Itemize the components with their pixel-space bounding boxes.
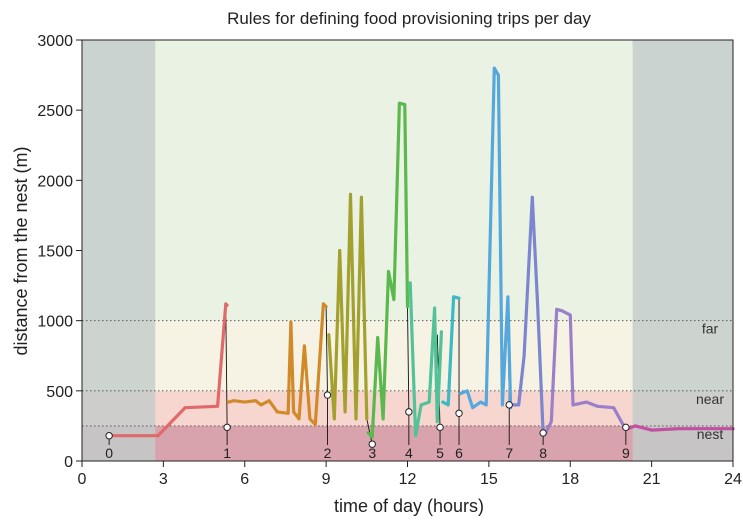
trip-marker-point-1	[223, 423, 231, 432]
trip-marker-label-3: 3	[368, 445, 376, 461]
x-tick-label-1: 3	[159, 471, 168, 488]
y-axis-title: distance from the nest (m)	[11, 146, 31, 355]
connector-line-3	[407, 306, 410, 412]
trip-marker-point-7	[505, 401, 513, 409]
y-axis: 0 500 1000 1500 2000 2500 3000	[37, 33, 82, 471]
chart-title: Rules for defining food provisioning tri…	[227, 9, 591, 28]
trip-marker-label-6: 6	[455, 445, 463, 461]
trip-marker-point-5	[436, 423, 444, 432]
trip-marker-point-9	[622, 423, 630, 432]
zone-label-far: far	[702, 321, 719, 337]
y-tick-label-4: 2000	[37, 173, 73, 190]
zone-band-0	[82, 425, 733, 461]
x-tick-label-4: 12	[399, 471, 417, 488]
connector-line-1	[325, 306, 328, 396]
x-axis: 0 3 6 9 12 15 18 21 24	[78, 461, 742, 488]
series-line-5	[441, 295, 461, 407]
trip-marker-point-3	[368, 440, 376, 448]
x-axis-title: time of day (hours)	[334, 496, 484, 516]
series-line-9	[625, 424, 735, 432]
trip-marker-label-0: 0	[105, 445, 113, 461]
zone-label-near: near	[696, 391, 724, 407]
trip-marker-label-8: 8	[539, 445, 547, 461]
series-lines	[107, 66, 735, 439]
trip-marker-label-7: 7	[505, 445, 513, 461]
y-tick-label-5: 2500	[37, 103, 73, 120]
trip-marker-point-0	[105, 432, 113, 440]
trip-marker-point-2	[323, 391, 332, 399]
y-tick-label-1: 500	[46, 384, 73, 401]
series-line-1	[226, 302, 328, 427]
series-line-8	[544, 307, 627, 435]
x-tick-label-8: 24	[724, 471, 742, 488]
x-tick-label-7: 21	[643, 471, 661, 488]
series-line-7	[511, 195, 545, 435]
x-tick-label-6: 18	[561, 471, 579, 488]
trip-marker-label-1: 1	[223, 445, 231, 461]
connector-line-0	[225, 305, 228, 428]
connector-line-2	[366, 418, 373, 445]
series-line-0	[107, 302, 229, 438]
trip-marker-label-9: 9	[622, 445, 630, 461]
night-shade-0	[82, 40, 156, 461]
x-tick-label-2: 6	[240, 471, 249, 488]
y-tick-label-6: 3000	[37, 33, 73, 50]
trip-marker-point-4	[405, 408, 413, 416]
x-tick-label-5: 15	[480, 471, 498, 488]
series-line-6	[458, 66, 513, 410]
y-tick-label-2: 1000	[37, 314, 73, 331]
x-tick-label-3: 9	[322, 471, 331, 488]
trip-marker-label-4: 4	[405, 445, 413, 461]
trip-marker-point-8	[539, 429, 547, 437]
trip-marker-label-2: 2	[324, 445, 332, 461]
series-line-2	[327, 192, 369, 421]
y-tick-label-0: 0	[64, 454, 73, 471]
series-line-3	[366, 101, 410, 439]
x-tick-label-0: 0	[78, 471, 87, 488]
trip-marker-label-5: 5	[436, 445, 444, 461]
y-tick-label-3: 1500	[37, 244, 73, 261]
series-line-4	[408, 281, 443, 438]
trip-marker-point-6	[455, 409, 463, 417]
